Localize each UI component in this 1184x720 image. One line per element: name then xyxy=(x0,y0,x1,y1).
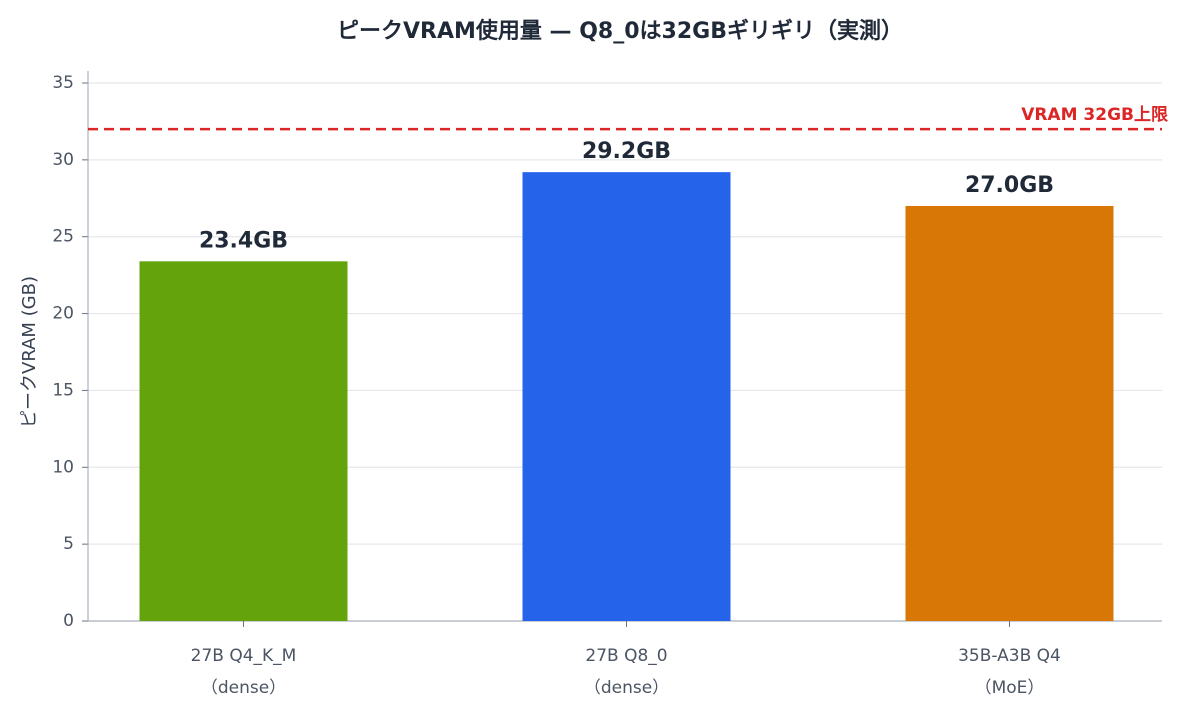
bar xyxy=(522,172,731,621)
y-tick-label: 0 xyxy=(63,611,74,631)
value-label: 27.0GB xyxy=(965,173,1054,198)
y-tick-label: 20 xyxy=(52,304,74,324)
value-label: 23.4GB xyxy=(199,228,288,253)
chart-title: ピークVRAM使用量 — Q8_0は32GBギリギリ（実測） xyxy=(337,18,903,44)
y-tick-label: 15 xyxy=(52,380,74,400)
bar xyxy=(139,261,348,621)
x-tick-label: （dense） xyxy=(201,678,286,698)
x-tick-label: 35B-A3B Q4 xyxy=(958,646,1061,666)
y-tick-label: 25 xyxy=(52,227,74,247)
y-tick-label: 35 xyxy=(52,73,74,93)
x-tick-label: （dense） xyxy=(584,678,669,698)
x-tick-label: 27B Q8_0 xyxy=(585,646,667,666)
y-axis-label: ピークVRAM (GB) xyxy=(19,276,40,428)
x-tick-label: （MoE） xyxy=(975,678,1045,698)
reference-label: VRAM 32GB上限 xyxy=(1021,105,1168,125)
bar xyxy=(905,205,1114,621)
y-tick-label: 5 xyxy=(63,534,74,554)
value-label: 29.2GB xyxy=(582,139,671,164)
y-tick-label: 30 xyxy=(52,150,74,170)
y-tick-label: 10 xyxy=(52,457,74,477)
x-tick-label: 27B Q4_K_M xyxy=(191,646,297,666)
